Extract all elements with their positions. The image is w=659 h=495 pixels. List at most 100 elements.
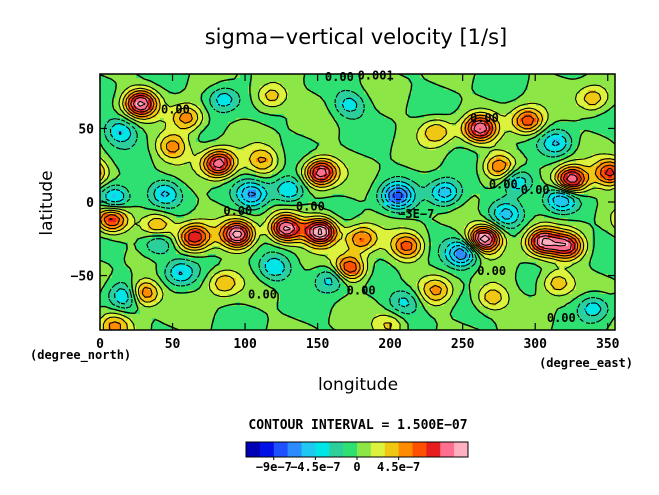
heat-cell [108, 82, 113, 87]
heat-cell [368, 210, 373, 215]
heat-cell [516, 194, 521, 199]
heat-cell [120, 174, 125, 179]
heat-cell [160, 190, 165, 195]
heat-cell [528, 78, 533, 83]
heat-cell [556, 162, 561, 167]
heat-cell [384, 98, 389, 103]
heat-cell [292, 210, 297, 215]
heat-cell [116, 214, 121, 219]
heat-cell [504, 114, 509, 119]
heat-cell [124, 150, 129, 155]
heat-cell [468, 106, 473, 111]
heat-cell [280, 78, 285, 83]
heat-cell [224, 198, 229, 203]
heat-cell [116, 198, 121, 203]
heat-cell [540, 166, 545, 171]
heat-cell [432, 182, 437, 187]
heat-cell [236, 86, 241, 91]
heat-cell [152, 210, 157, 215]
heat-cell [476, 86, 481, 91]
heat-cell [492, 102, 497, 107]
heat-cell [600, 82, 605, 87]
heat-cell [224, 122, 229, 127]
heat-cell [416, 86, 421, 91]
heat-cell [184, 90, 189, 95]
heat-cell [452, 106, 457, 111]
heat-cell [484, 82, 489, 87]
heat-cell [300, 158, 305, 163]
heat-cell [296, 170, 301, 175]
heat-cell [400, 142, 405, 147]
heat-cell [456, 194, 461, 199]
heat-cell [140, 74, 145, 79]
heat-cell [164, 150, 169, 155]
heat-cell [300, 154, 305, 159]
heat-cell [444, 90, 449, 95]
heat-cell [588, 214, 593, 219]
heat-cell [544, 98, 549, 103]
heat-cell [440, 90, 445, 95]
heat-cell [356, 74, 361, 79]
heat-cell [204, 198, 209, 203]
heat-cell [316, 226, 321, 231]
heat-cell [524, 190, 529, 195]
heat-cell [588, 134, 593, 139]
heat-cell [580, 202, 585, 207]
heat-cell [276, 90, 281, 95]
heat-cell [604, 130, 609, 135]
heat-cell [112, 126, 117, 131]
heat-cell [328, 170, 333, 175]
heat-cell [520, 94, 525, 99]
heat-cell [560, 174, 565, 179]
heat-cell [336, 166, 341, 171]
heat-cell [484, 118, 489, 123]
heat-cell [208, 118, 213, 123]
heat-cell [424, 126, 429, 131]
heat-cell [400, 114, 405, 119]
heat-cell [520, 138, 525, 143]
heat-cell [220, 126, 225, 131]
heat-cell [324, 158, 329, 163]
heat-cell [364, 86, 369, 91]
heat-cell [524, 98, 529, 103]
heat-cell [536, 146, 541, 151]
heat-cell [512, 134, 517, 139]
heat-cell [168, 198, 173, 203]
heat-cell [156, 154, 161, 159]
heat-cell [296, 222, 301, 227]
heat-cell [372, 182, 377, 187]
heat-cell [216, 198, 221, 203]
heat-cell [304, 162, 309, 167]
heat-cell [540, 214, 545, 219]
heat-cell [436, 90, 441, 95]
heat-cell [220, 138, 225, 143]
heat-cell [488, 134, 493, 139]
heat-cell [136, 166, 141, 171]
heat-cell [528, 154, 533, 159]
heat-cell [564, 74, 569, 79]
heat-cell [496, 102, 501, 107]
heat-cell [140, 130, 145, 135]
heat-cell [456, 154, 461, 159]
heat-cell [224, 94, 229, 99]
heat-cell [544, 138, 549, 143]
heat-cell [264, 174, 269, 179]
heat-cell [436, 82, 441, 87]
heat-cell [288, 178, 293, 183]
heat-cell [488, 142, 493, 147]
heat-cell [536, 154, 541, 159]
heat-cell [500, 82, 505, 87]
heat-cell [140, 134, 145, 139]
heat-cell [364, 122, 369, 127]
heat-cell [488, 74, 493, 79]
heat-cell [216, 126, 221, 131]
heat-cell [520, 182, 525, 187]
heat-cell [436, 78, 441, 83]
heat-cell [596, 150, 601, 155]
heat-cell [392, 162, 397, 167]
heat-cell [320, 210, 325, 215]
heat-cell [340, 78, 345, 83]
heat-cell [144, 202, 149, 207]
heat-cell [520, 214, 525, 219]
heat-cell [504, 102, 509, 107]
